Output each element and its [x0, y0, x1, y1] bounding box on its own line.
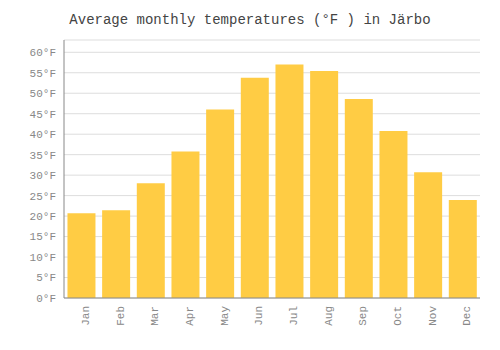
svg-text:Jun: Jun: [253, 306, 265, 326]
html-text:Average monthly temperatures (: Average monthly temperatures (°F ) in Jä…: [69, 12, 431, 28]
svg-text:50°F: 50°F: [30, 88, 56, 100]
svg-text:45°F: 45°F: [30, 109, 56, 121]
svg-text:May: May: [219, 306, 231, 326]
svg-text:10°F: 10°F: [30, 252, 56, 264]
svg-text:Dec: Dec: [461, 306, 473, 326]
svg-text:Feb: Feb: [115, 306, 127, 326]
svg-text:20°F: 20°F: [30, 211, 56, 223]
svg-text:55°F: 55°F: [30, 68, 56, 80]
svg-text:5°F: 5°F: [36, 272, 56, 284]
svg-text:35°F: 35°F: [30, 150, 56, 162]
svg-text:Apr: Apr: [184, 306, 196, 326]
svg-text:60°F: 60°F: [30, 47, 56, 59]
svg-text:Jan: Jan: [80, 306, 92, 326]
svg-text:Aug: Aug: [323, 306, 335, 326]
svg-text:30°F: 30°F: [30, 170, 56, 182]
svg-text:40°F: 40°F: [30, 129, 56, 141]
svg-text:Sep: Sep: [357, 306, 369, 326]
svg-text:15°F: 15°F: [30, 231, 56, 243]
svg-text:Jul: Jul: [288, 306, 300, 326]
svg-text:Oct: Oct: [392, 306, 404, 326]
svg-text:Mar: Mar: [149, 306, 161, 326]
svg-text:25°F: 25°F: [30, 191, 56, 203]
svg-text:0°F: 0°F: [36, 293, 56, 305]
svg-text:Nov: Nov: [427, 306, 439, 326]
